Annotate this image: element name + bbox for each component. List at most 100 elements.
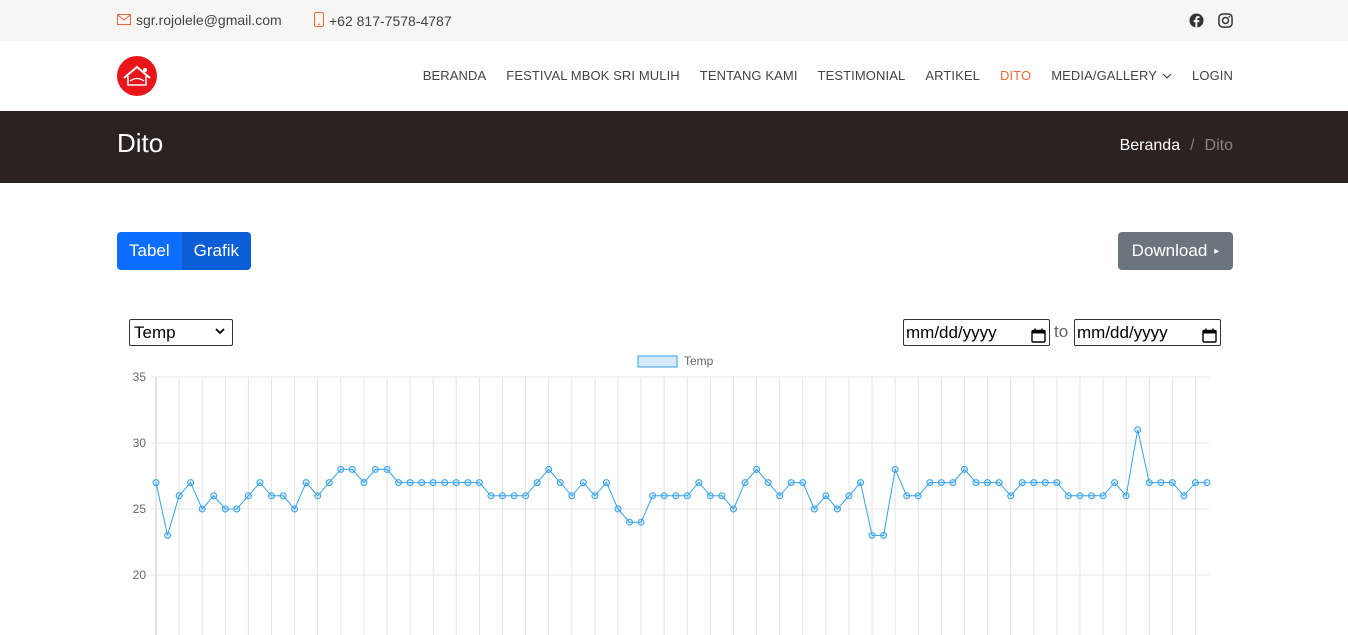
nav-dito[interactable]: DITO bbox=[999, 68, 1032, 83]
nav-media-gallery[interactable]: MEDIA/GALLERY bbox=[1051, 68, 1172, 83]
data-point bbox=[1111, 479, 1119, 487]
data-point bbox=[926, 479, 934, 487]
data-point bbox=[602, 479, 610, 487]
date-from-value: mm/dd/yyyy bbox=[906, 323, 997, 342]
phone-contact[interactable]: +62 817-7578-4787 bbox=[314, 12, 452, 30]
y-tick-label: 30 bbox=[133, 436, 147, 450]
data-point bbox=[267, 492, 275, 500]
data-point bbox=[187, 479, 195, 487]
series-line-temp bbox=[155, 429, 1207, 536]
envelope-icon bbox=[117, 12, 136, 28]
data-point bbox=[972, 479, 980, 487]
data-point bbox=[533, 479, 541, 487]
chart-legend: Temp bbox=[637, 354, 714, 368]
caret-right-icon: ▸ bbox=[1214, 245, 1220, 257]
data-point bbox=[706, 492, 714, 500]
data-point bbox=[279, 492, 287, 500]
data-point bbox=[649, 492, 657, 500]
download-label: Download bbox=[1131, 241, 1208, 260]
y-tick-label: 35 bbox=[133, 370, 147, 384]
phone-text: +62 817-7578-4787 bbox=[329, 13, 452, 29]
nav-beranda[interactable]: BERANDA bbox=[422, 68, 487, 83]
legend-label: Temp bbox=[684, 354, 714, 368]
main-navbar: BERANDA FESTIVAL MBOK SRI MULIH TENTANG … bbox=[0, 41, 1348, 111]
breadcrumb-home[interactable]: Beranda bbox=[1119, 137, 1181, 154]
breadcrumb: Beranda / Dito bbox=[1120, 137, 1233, 155]
calendar-icon[interactable] bbox=[1202, 325, 1217, 350]
data-point bbox=[452, 479, 460, 487]
data-point bbox=[522, 492, 530, 500]
data-point bbox=[164, 531, 172, 539]
chart-grid bbox=[151, 376, 1209, 635]
data-point bbox=[822, 492, 830, 500]
data-point bbox=[833, 505, 841, 513]
grafik-button[interactable]: Grafik bbox=[181, 232, 251, 270]
data-point bbox=[1145, 479, 1153, 487]
data-point bbox=[984, 479, 992, 487]
data-point bbox=[857, 479, 865, 487]
data-point bbox=[383, 465, 391, 473]
nav-tentang-kami[interactable]: TENTANG KAMI bbox=[699, 68, 798, 83]
data-point bbox=[371, 465, 379, 473]
data-point bbox=[464, 479, 472, 487]
download-button[interactable]: Download ▸ bbox=[1118, 232, 1233, 270]
data-point bbox=[360, 479, 368, 487]
data-point bbox=[1041, 479, 1049, 487]
data-point bbox=[395, 479, 403, 487]
data-point bbox=[1099, 492, 1107, 500]
data-point bbox=[337, 465, 345, 473]
data-point bbox=[152, 479, 160, 487]
data-point bbox=[776, 492, 784, 500]
calendar-icon[interactable] bbox=[1031, 325, 1046, 350]
data-point bbox=[233, 505, 241, 513]
email-contact[interactable]: sgr.rojolele@gmail.com bbox=[117, 12, 282, 28]
nav-login[interactable]: LOGIN bbox=[1192, 68, 1233, 83]
data-point bbox=[175, 492, 183, 500]
data-point bbox=[302, 479, 310, 487]
y-axis-ticks: 20 25 30 35 bbox=[133, 370, 147, 582]
data-point bbox=[429, 479, 437, 487]
data-point bbox=[256, 479, 264, 487]
sensor-select-value: Temp bbox=[134, 323, 176, 342]
data-point bbox=[244, 492, 252, 500]
sensor-select[interactable]: Temp bbox=[129, 319, 233, 346]
data-point bbox=[1180, 492, 1188, 500]
nav-testimonial[interactable]: TESTIMONIAL bbox=[817, 68, 906, 83]
data-point bbox=[1030, 479, 1038, 487]
data-point bbox=[556, 479, 564, 487]
nav-media-gallery-label: MEDIA/GALLERY bbox=[1051, 68, 1158, 83]
nav-menu: BERANDA FESTIVAL MBOK SRI MULIH TENTANG … bbox=[403, 68, 1233, 83]
data-point bbox=[1134, 426, 1142, 434]
data-point bbox=[198, 505, 206, 513]
data-point bbox=[729, 505, 737, 513]
y-tick-label: 25 bbox=[133, 502, 147, 516]
date-from-input[interactable]: mm/dd/yyyy bbox=[903, 319, 1050, 346]
tabel-button[interactable]: Tabel bbox=[117, 232, 182, 270]
facebook-icon[interactable] bbox=[1189, 13, 1204, 33]
breadcrumb-current: Dito bbox=[1204, 137, 1233, 154]
data-point bbox=[960, 465, 968, 473]
data-point bbox=[591, 492, 599, 500]
data-point bbox=[418, 479, 426, 487]
site-logo[interactable] bbox=[117, 56, 157, 96]
nav-artikel[interactable]: ARTIKEL bbox=[925, 68, 980, 83]
data-point bbox=[1088, 492, 1096, 500]
data-point bbox=[787, 479, 795, 487]
data-point bbox=[545, 465, 553, 473]
nav-festival[interactable]: FESTIVAL MBOK SRI MULIH bbox=[506, 68, 680, 83]
data-point bbox=[799, 479, 807, 487]
data-point bbox=[903, 492, 911, 500]
data-point bbox=[1191, 479, 1199, 487]
data-point bbox=[568, 492, 576, 500]
instagram-icon[interactable] bbox=[1218, 13, 1233, 33]
data-point bbox=[221, 505, 229, 513]
data-point bbox=[510, 492, 518, 500]
date-range-to-label: to bbox=[1054, 322, 1069, 341]
y-tick-label: 20 bbox=[133, 568, 147, 582]
chevron-down-icon bbox=[214, 321, 226, 348]
page-title: Dito bbox=[117, 128, 164, 158]
data-point bbox=[695, 479, 703, 487]
data-point bbox=[475, 479, 483, 487]
date-to-input[interactable]: mm/dd/yyyy bbox=[1074, 319, 1221, 346]
data-point bbox=[291, 505, 299, 513]
